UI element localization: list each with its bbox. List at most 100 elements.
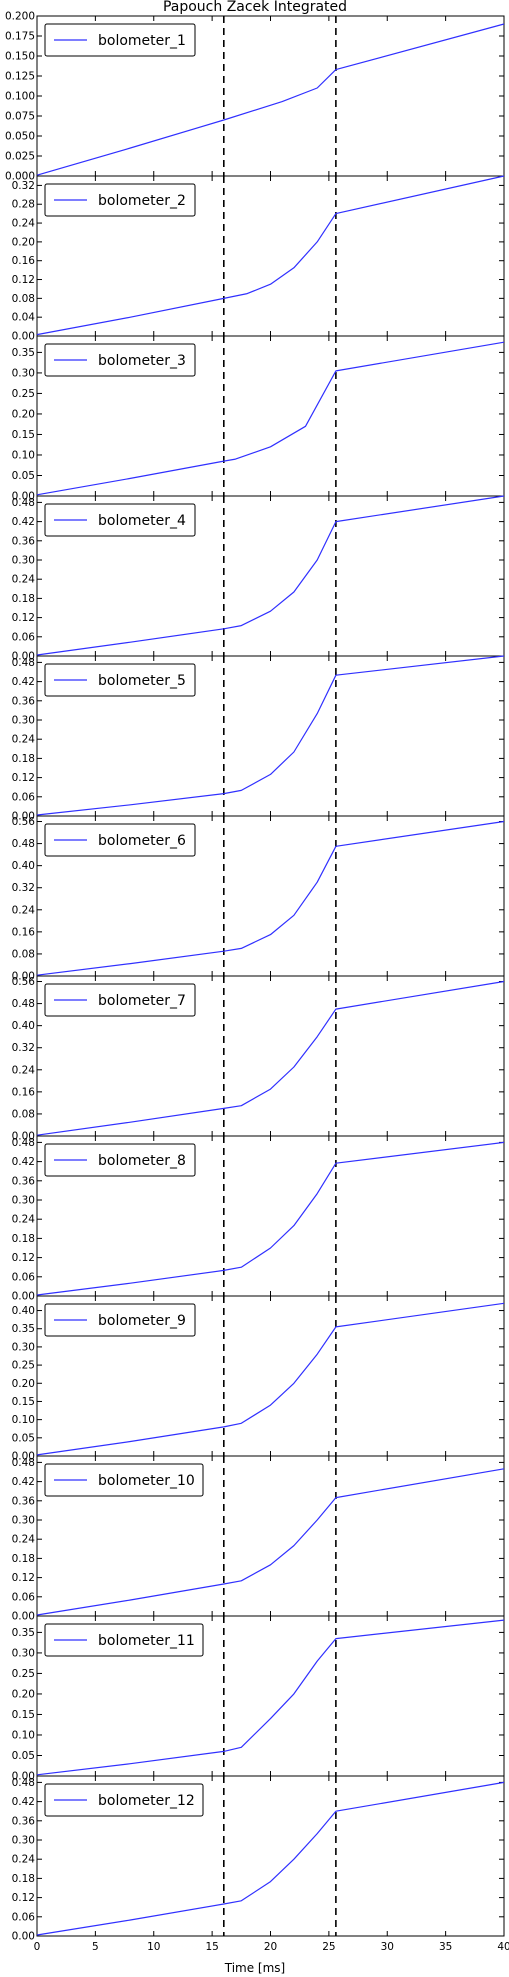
- y-tick-label: 0.18: [12, 593, 35, 605]
- y-tick-label: 0.025: [5, 151, 35, 163]
- panel-3: 0.00 0.05 0.10 0.15 0.20 0.25 0.30 0.35 bolomete…: [12, 335, 505, 503]
- legend-box: [44, 1143, 196, 1177]
- y-tick-label: 0.32: [12, 180, 35, 192]
- y-tick-label: 0.48: [12, 1137, 35, 1149]
- x-tick-label: 30: [381, 1941, 394, 1953]
- y-tick-label: 0.30: [12, 367, 35, 379]
- y-tick-label: 0.08: [12, 293, 35, 305]
- y-tick-label: 0.56: [12, 976, 36, 988]
- legend-entry: bolometer_5: [98, 673, 186, 689]
- y-tick-label: 0.050: [5, 131, 35, 143]
- panels-group: 0.0000.0250.0500.0750.1000.1250.1500.175…: [5, 11, 509, 1954]
- y-tick-label: 0.24: [12, 1854, 36, 1866]
- legend-entry: bolometer_7: [98, 993, 186, 1009]
- y-tick-label: 0.12: [12, 612, 35, 624]
- x-tick-label: 10: [147, 1941, 160, 1953]
- legend-entry: bolometer_6: [98, 833, 186, 849]
- x-tick-label: 40: [497, 1941, 509, 1953]
- y-tick-label: 0.35: [12, 347, 35, 359]
- y-tick-label: 0.48: [12, 998, 35, 1010]
- y-tick-label: 0.05: [12, 1432, 35, 1444]
- y-tick-label: 0.08: [12, 948, 35, 960]
- y-tick-label: 0.48: [12, 1457, 35, 1469]
- legend-box: [44, 1623, 204, 1657]
- y-tick-label: 0.06: [12, 1911, 36, 1923]
- y-tick-label: 0.40: [12, 1305, 35, 1317]
- panel-8: 0.00 0.06 0.12 0.18 0.24 0.30 0.36 0.42 0.48 bolo…: [12, 1135, 505, 1303]
- x-axis-ticks: 0 5 10 15 20 25 30 35 40: [34, 1941, 509, 1953]
- legend-box: [44, 1303, 196, 1337]
- y-tick-label: 0.10: [12, 1729, 35, 1741]
- y-tick-label: 0.00: [12, 1451, 35, 1463]
- y-tick-label: 0.000: [5, 171, 35, 183]
- y-tick-label: 0.00: [12, 1771, 35, 1783]
- series-line-bolometer_9: [36, 1302, 505, 1456]
- panel-4: 0.00 0.06 0.12 0.18 0.24 0.30 0.36 0.42 0.48 bolo…: [12, 495, 505, 663]
- y-tick-label: 0.15: [12, 429, 35, 441]
- y-tick-label: 0.36: [12, 535, 36, 547]
- y-tick-label: 0.48: [12, 657, 35, 669]
- y-tick-label: 0.00: [12, 1931, 35, 1943]
- y-tick-label: 0.00: [12, 1611, 35, 1623]
- y-tick-label: 0.04: [12, 312, 36, 324]
- legend-box: [44, 503, 196, 537]
- legend-box: [44, 183, 196, 217]
- y-tick-label: 0.18: [12, 753, 35, 765]
- y-tick-label: 0.24: [12, 734, 36, 746]
- panel-7: 0.00 0.08 0.16 0.24 0.32 0.40 0.48 0.56 bolomete…: [12, 975, 505, 1143]
- series-line-bolometer_8: [36, 1141, 505, 1296]
- panel-11: 0.00 0.05 0.10 0.15 0.20 0.25 0.30 0.35 bolomete…: [12, 1615, 505, 1783]
- y-tick-label: 0.24: [12, 218, 36, 230]
- y-tick-label: 0.125: [5, 71, 35, 83]
- y-tick-label: 0.25: [12, 1668, 35, 1680]
- panel-6: 0.00 0.08 0.16 0.24 0.32 0.40 0.48 0.56 bolomete…: [12, 815, 505, 983]
- y-tick-label: 0.32: [12, 1042, 35, 1054]
- series-line-bolometer_1: [36, 23, 505, 176]
- y-tick-label: 0.00: [12, 811, 35, 823]
- y-tick-label: 0.42: [12, 1476, 35, 1488]
- series-line-bolometer_12: [36, 1781, 505, 1936]
- y-tick-label: 0.20: [12, 408, 35, 420]
- y-tick-label: 0.42: [12, 1796, 35, 1808]
- y-tick-label: 0.35: [12, 1323, 35, 1335]
- y-tick-label: 0.10: [12, 1414, 35, 1426]
- y-tick-label: 0.20: [12, 1378, 35, 1390]
- legend-box: [44, 1783, 204, 1817]
- legend-box: [44, 23, 196, 57]
- legend-entry: bolometer_2: [98, 193, 186, 209]
- legend: bolometer_6: [44, 823, 196, 857]
- y-tick-label: 0.42: [12, 676, 35, 688]
- y-tick-label: 0.32: [12, 882, 35, 894]
- y-tick-label: 0.00: [12, 491, 35, 503]
- y-tick-label: 0.30: [12, 1341, 35, 1353]
- series-line-bolometer_10: [36, 1468, 505, 1616]
- legend-box: [44, 983, 196, 1017]
- legend-entry: bolometer_8: [98, 1153, 186, 1169]
- y-tick-label: 0.10: [12, 449, 35, 461]
- y-tick-label: 0.075: [5, 111, 35, 123]
- y-tick-label: 0.48: [12, 1777, 35, 1789]
- x-tick-label: 5: [92, 1941, 99, 1953]
- y-tick-label: 0.16: [12, 1086, 36, 1098]
- legend: bolometer_2: [44, 183, 196, 217]
- y-tick-label: 0.06: [12, 1271, 36, 1283]
- legend-entry: bolometer_3: [98, 353, 186, 369]
- y-tick-label: 0.24: [12, 1534, 36, 1546]
- y-tick-label: 0.12: [12, 274, 35, 286]
- legend-box: [44, 1463, 204, 1497]
- y-tick-label: 0.30: [12, 555, 35, 567]
- panel-1: 0.000 0.025 0.050 0.075 0.100 0.125 0.150 0.175…: [5, 11, 505, 183]
- y-tick-label: 0.20: [12, 1688, 35, 1700]
- legend-box: [44, 343, 196, 377]
- series-line-bolometer_11: [36, 1619, 505, 1776]
- y-tick-label: 0.30: [12, 1515, 35, 1527]
- y-tick-label: 0.36: [12, 1815, 36, 1827]
- legend-entry: bolometer_10: [98, 1473, 195, 1489]
- y-tick-label: 0.12: [12, 772, 35, 784]
- legend: bolometer_4: [44, 503, 196, 537]
- y-tick-label: 0.100: [5, 91, 35, 103]
- y-tick-label: 0.30: [12, 1647, 35, 1659]
- y-tick-label: 0.24: [12, 1064, 36, 1076]
- x-tick-label: 0: [34, 1941, 41, 1953]
